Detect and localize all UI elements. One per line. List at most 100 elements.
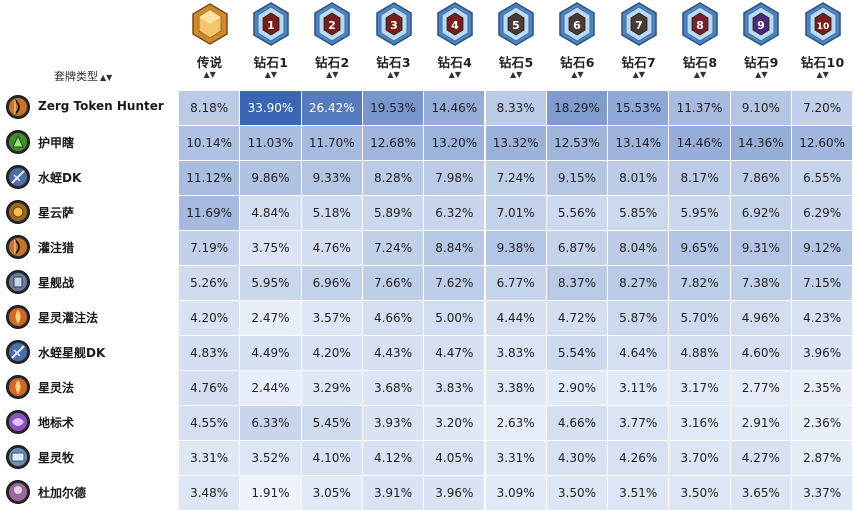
table-row[interactable]: 地标术 4.55% 6.33% 5.45% 3.93% 3.20% 2.63% 4.66% 3.… <box>0 406 854 440</box>
table-cell: 7.38% <box>730 266 791 300</box>
diamond-rank-icon: 3 <box>375 2 412 46</box>
table-cell: 8.84% <box>424 231 485 265</box>
table-cell: 3.50% <box>546 476 608 510</box>
table-cell: 2.77% <box>730 371 791 405</box>
table-cell: 7.20% <box>792 91 853 125</box>
archetype-name[interactable]: 地标术 <box>38 416 75 430</box>
archetype-name[interactable]: Zerg Token Hunter <box>38 99 164 113</box>
table-cell: 4.12% <box>362 441 424 475</box>
table-row[interactable]: 星灵法 4.76% 2.44% 3.29% 3.68% 3.83% 3.38% 2.90% 3.… <box>0 371 854 405</box>
table-cell: 5.00% <box>424 301 485 335</box>
table-cell: 3.77% <box>608 406 669 440</box>
shaman-class-icon <box>6 200 30 224</box>
svg-text:9: 9 <box>758 19 766 32</box>
table-cell: 6.55% <box>792 161 853 195</box>
column-header-diamond-5[interactable]: 5 钻石5 ▲▼ <box>486 0 547 86</box>
table-row[interactable]: 灌注猎 7.19% 3.75% 4.76% 7.24% 8.84% 9.38% 6.87% 8.… <box>0 231 854 265</box>
table-cell: 11.12% <box>179 161 240 195</box>
table-cell: 4.27% <box>730 441 791 475</box>
table-cell: 11.70% <box>301 126 362 160</box>
table-cell: 3.09% <box>485 476 546 510</box>
column-header-diamond-9[interactable]: 9 钻石9 ▲▼ <box>731 0 792 86</box>
table-cell: 4.47% <box>424 336 485 370</box>
column-header-diamond-6[interactable]: 6 钻石6 ▲▼ <box>547 0 608 86</box>
table-cell: 19.53% <box>362 91 424 125</box>
table-cell: 13.20% <box>424 126 485 160</box>
column-header-diamond-1[interactable]: 1 钻石1 ▲▼ <box>240 0 301 86</box>
archetype-name[interactable]: 护甲瞎 <box>38 136 75 150</box>
table-cell: 3.50% <box>669 476 730 510</box>
column-header-legend[interactable]: 传说 ▲▼ <box>179 0 240 86</box>
archetype-name[interactable]: 杜加尔德 <box>38 486 87 500</box>
table-cell: 9.33% <box>301 161 362 195</box>
table-cell: 2.47% <box>240 301 301 335</box>
archetype-name[interactable]: 星灵牧 <box>38 451 75 465</box>
table-row[interactable]: 护甲瞎 10.14% 11.03% 11.70% 12.68% 13.20% 13.32% 1… <box>0 126 854 160</box>
table-cell: 5.87% <box>608 301 669 335</box>
table-cell: 6.92% <box>730 196 791 230</box>
table-row[interactable]: Zerg Token Hunter 8.18% 33.90% 26.42% 19.53%… <box>0 91 854 125</box>
column-header-diamond-7[interactable]: 7 钻石7 ▲▼ <box>608 0 669 86</box>
table-cell: 9.10% <box>730 91 791 125</box>
sort-icon: ▲▼ <box>387 70 400 79</box>
table-cell: 7.15% <box>792 266 853 300</box>
column-header-diamond-10[interactable]: 10 钻石10 ▲▼ <box>792 0 853 86</box>
diamond-rank-icon: 5 <box>498 2 534 46</box>
archetype-name[interactable]: 灌注猎 <box>38 241 75 255</box>
table-row[interactable]: 水蛭DK 11.12% 9.86% 9.33% 8.28% 7.98% 7.24% 9.15%… <box>0 161 854 195</box>
archetype-name[interactable]: 星灵法 <box>38 381 75 395</box>
table-cell: 8.17% <box>669 161 730 195</box>
table-cell: 14.46% <box>424 91 485 125</box>
table-cell: 7.01% <box>485 196 546 230</box>
sort-icon: ▲▼ <box>816 70 829 79</box>
table-cell: 9.65% <box>669 231 730 265</box>
sort-icon: ▲▼ <box>203 70 216 79</box>
table-cell: 4.20% <box>179 301 240 335</box>
table-row[interactable]: 星云萨 11.69% 4.84% 5.18% 5.89% 6.32% 7.01% 5.56% 5… <box>0 196 854 230</box>
table-row[interactable]: 杜加尔德 3.48% 1.91% 3.05% 3.91% 3.96% 3.09% 3.50% 3… <box>0 476 854 510</box>
archetype-name[interactable]: 星灵灌注法 <box>38 311 99 325</box>
table-cell: 4.88% <box>669 336 730 370</box>
diamond-rank-icon: 1 <box>253 2 289 46</box>
column-header-diamond-8[interactable]: 8 钻石8 ▲▼ <box>669 0 730 86</box>
table-cell: 3.70% <box>669 441 730 475</box>
table-cell: 8.18% <box>179 91 240 125</box>
column-header-diamond-2[interactable]: 2 钻石2 ▲▼ <box>302 0 363 86</box>
svg-text:7: 7 <box>635 19 643 32</box>
table-cell: 8.37% <box>546 266 608 300</box>
table-cell: 14.36% <box>730 126 791 160</box>
table-cell: 9.15% <box>546 161 608 195</box>
table-row[interactable]: 星灵灌注法 4.20% 2.47% 3.57% 4.66% 5.00% 4.44% 4.72%… <box>0 301 854 335</box>
table-cell: 5.95% <box>240 266 301 300</box>
table-row[interactable]: 星灵牧 3.31% 3.52% 4.10% 4.12% 4.05% 3.31% 4.30% 4.… <box>0 441 854 475</box>
svg-text:5: 5 <box>512 19 520 32</box>
table-cell: 12.68% <box>362 126 424 160</box>
table-cell: 4.66% <box>546 406 608 440</box>
archetype-name[interactable]: 星舰战 <box>38 276 75 290</box>
table-cell: 3.96% <box>424 476 485 510</box>
diamond-rank-icon: 6 <box>559 2 596 46</box>
table-cell: 18.29% <box>546 91 608 125</box>
table-cell: 4.20% <box>301 336 362 370</box>
table-cell: 4.84% <box>240 196 301 230</box>
table-cell: 8.28% <box>362 161 424 195</box>
archetype-name[interactable]: 水蛭DK <box>38 171 82 185</box>
table-row[interactable]: 星舰战 5.26% 5.95% 6.96% 7.66% 7.62% 6.77% 8.37% 8.… <box>0 266 854 300</box>
archetype-name[interactable]: 星云萨 <box>38 206 75 220</box>
legend-rank-icon <box>191 3 228 45</box>
table-row[interactable]: 水蛭星舰DK 4.83% 4.49% 4.20% 4.43% 4.47% 3.83% 5.54… <box>0 336 854 370</box>
svg-text:3: 3 <box>390 19 398 32</box>
hunter-class-icon <box>6 95 30 119</box>
column-header-diamond-3[interactable]: 3 钻石3 ▲▼ <box>363 0 424 86</box>
column-header-diamond-4[interactable]: 4 钻石4 ▲▼ <box>424 0 485 86</box>
table-cell: 2.35% <box>792 371 853 405</box>
column-header-label: 钻石6 <box>560 55 595 70</box>
warlock-class-icon <box>6 410 30 434</box>
svg-text:4: 4 <box>451 19 459 32</box>
archetype-name[interactable]: 水蛭星舰DK <box>38 346 106 360</box>
column-header-label: 钻石4 <box>437 55 473 70</box>
table-cell: 11.37% <box>669 91 730 125</box>
archetype-column-header[interactable]: 套牌类型 ▲▼ <box>54 68 112 84</box>
table-cell: 3.75% <box>240 231 301 265</box>
